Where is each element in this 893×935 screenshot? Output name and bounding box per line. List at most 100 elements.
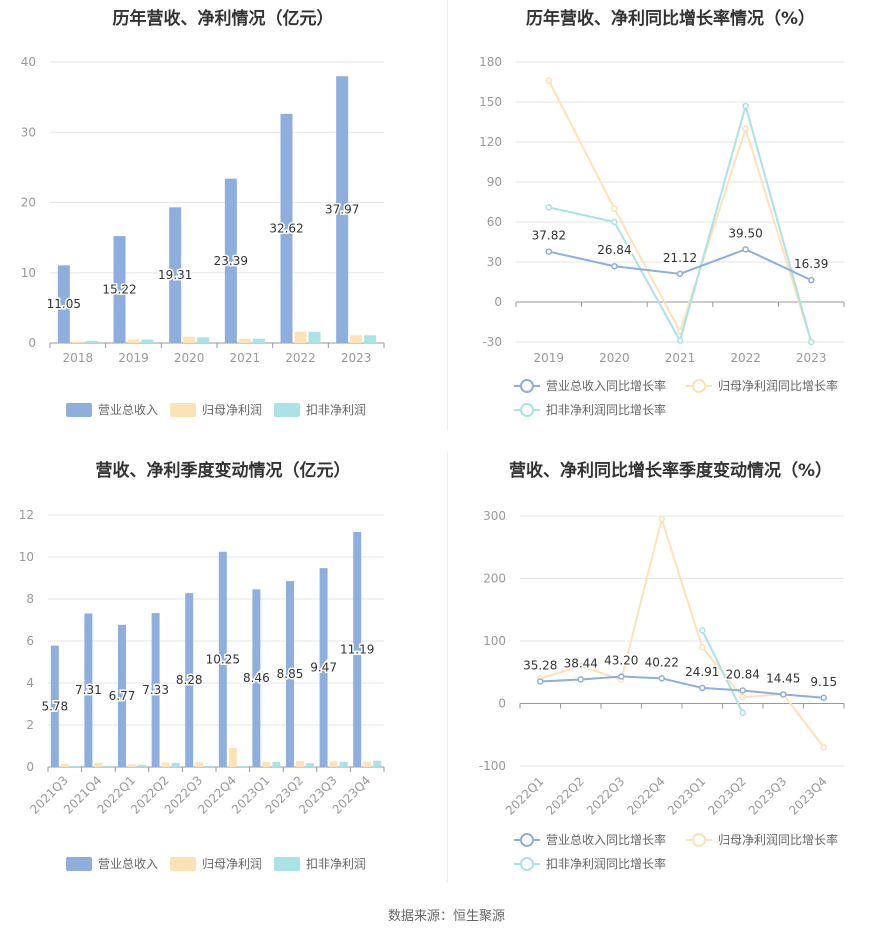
data-point: [577, 676, 584, 683]
x-tick-label: 2021: [665, 351, 696, 365]
legend-marker: [520, 403, 534, 417]
data-label: 8.85: [277, 667, 304, 681]
data-point: [807, 338, 815, 346]
x-tick-label: 2022Q4: [624, 774, 668, 818]
legend-swatch: [274, 403, 300, 417]
data-point: [676, 270, 684, 278]
series-line-扣非净利润同比增长率: [548, 102, 813, 344]
y-tick-label: 90: [487, 175, 502, 189]
annual-revenue-profit-panel: 历年营收、净利情况（亿元） 0 10 20 30 40 2018 2019 2020 2021 2…: [0, 0, 446, 440]
bar-归母净利润: [363, 761, 372, 767]
annual-revenue-profit-chart: 0 10 20 30 40 2018 2019 2020 2021 2022 2023 11.05 15…: [21, 55, 385, 417]
y-tick-label: 180: [479, 55, 502, 69]
divider: [447, 0, 448, 430]
data-label: 38.44: [564, 656, 598, 670]
legend-marker: [520, 857, 534, 871]
data-point: [699, 684, 706, 692]
y-tick-label: 100: [483, 634, 506, 648]
legend-swatch: [170, 403, 196, 417]
data-point: [699, 644, 706, 651]
bar-归母净利润: [161, 762, 170, 767]
bar-营业总收入: [113, 236, 126, 343]
data-point: [699, 627, 706, 634]
data-label: 8.28: [176, 673, 203, 687]
chart-title: 营收、净利同比增长率季度变动情况（%）: [508, 461, 833, 481]
legend-marker: [520, 379, 534, 393]
x-tick-label: 2022: [730, 351, 761, 365]
data-label: 6.77: [109, 689, 136, 703]
legend-label: 归母净利润同比增长率: [718, 378, 838, 393]
bar-营业总收入: [218, 551, 227, 767]
x-tick-label: 2023Q3: [746, 774, 790, 818]
legend-swatch: [66, 857, 92, 871]
y-tick-label: 120: [479, 135, 502, 149]
data-label: 7.31: [75, 683, 102, 697]
legend-swatch: [274, 857, 300, 871]
bar-营业总收入: [84, 613, 93, 767]
legend-label: 营业总收入同比增长率: [546, 378, 666, 393]
data-point: [742, 125, 749, 132]
data-point: [658, 515, 665, 523]
data-point: [611, 262, 618, 270]
data-label: 7.33: [142, 683, 169, 697]
quarterly-growth-panel: 营收、净利同比增长率季度变动情况（%） -100 0 100 200 300 2022Q1…: [448, 452, 893, 892]
x-tick-label: 2023Q1: [665, 774, 709, 818]
x-tick-label: 2022Q3: [584, 774, 628, 818]
data-label: 26.84: [597, 243, 631, 257]
legend-marker: [520, 833, 534, 847]
bar-归母净利润: [262, 761, 271, 767]
chart-title: 历年营收、净利情况（亿元）: [112, 9, 334, 29]
x-tick-label: 2023Q4: [786, 774, 830, 818]
data-point: [742, 246, 749, 253]
legend-label: 扣非净利润同比增长率: [546, 856, 666, 871]
series-line-营业总收入同比增长率: [540, 675, 824, 699]
bar-营业总收入: [224, 178, 237, 343]
bar-扣非净利润: [70, 765, 79, 767]
y-tick-label: 10: [21, 266, 36, 280]
x-tick-label: 2022: [285, 351, 316, 365]
data-point: [611, 205, 618, 212]
bar-扣非净利润: [197, 337, 210, 343]
y-tick-label: 0: [498, 697, 506, 711]
chart-title: 历年营收、净利同比增长率情况（%）: [525, 9, 816, 29]
y-tick-label: -100: [479, 759, 506, 773]
data-label: 9.15: [810, 675, 837, 689]
x-tick-label: 2023Q2: [705, 774, 749, 818]
data-point: [807, 276, 815, 284]
y-tick-label: 12: [19, 508, 34, 522]
y-tick-label: 30: [21, 125, 36, 139]
bar-扣非净利润: [171, 762, 180, 767]
data-point: [739, 687, 746, 694]
data-label: 39.50: [728, 226, 762, 240]
data-label: 32.62: [269, 221, 303, 235]
legend-label: 扣非净利润: [306, 857, 366, 871]
bar-扣非净利润: [306, 763, 314, 767]
series-line-扣非净利润同比增长率: [701, 629, 744, 714]
bar-扣非净利润: [308, 331, 321, 343]
y-tick-label: 4: [26, 676, 34, 690]
bar-营业总收入: [57, 265, 70, 343]
data-label: 5.78: [41, 699, 68, 713]
x-tick-label: 2019: [534, 351, 565, 365]
data-label: 8.46: [243, 671, 270, 685]
x-tick-label: 2020: [174, 351, 205, 365]
data-label: 24.91: [685, 665, 719, 679]
y-tick-label: 200: [483, 572, 506, 586]
bar-营业总收入: [353, 532, 362, 767]
data-point: [676, 337, 684, 344]
y-tick-label: 60: [487, 215, 502, 229]
y-tick-label: 300: [483, 509, 506, 523]
series-line-归母净利润同比增长率: [539, 515, 825, 748]
y-tick-label: 40: [21, 55, 36, 69]
quarterly-revenue-profit-panel: 营收、净利季度变动情况（亿元） 0 2 4 6 8 10 12 2021Q3 2021Q4 202…: [0, 452, 446, 892]
data-label: 43.20: [604, 654, 638, 668]
bar-营业总收入: [286, 581, 294, 767]
data-label: 11.19: [340, 643, 374, 657]
data-point: [739, 694, 746, 701]
data-point: [577, 662, 584, 670]
data-label: 35.28: [523, 658, 557, 672]
bar-营业总收入: [336, 76, 349, 344]
data-label: 9.47: [310, 661, 337, 675]
y-tick-label: 6: [26, 634, 34, 648]
quarterly-revenue-profit-chart: 0246810122021Q32021Q42022Q12022Q22022Q32…: [19, 508, 385, 871]
